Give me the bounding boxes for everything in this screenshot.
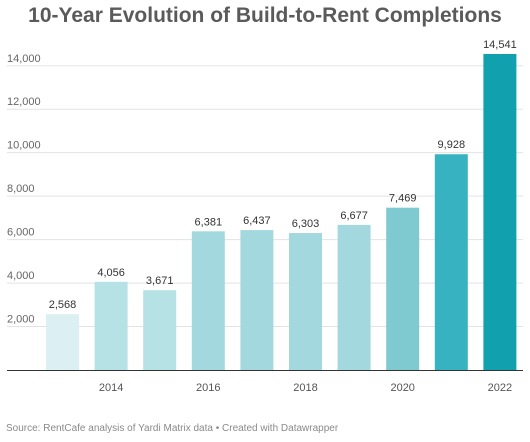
bar <box>240 230 274 370</box>
bar <box>143 290 177 370</box>
x-tick-label: 2016 <box>196 382 220 394</box>
bar-value-label: 7,469 <box>389 193 417 205</box>
y-tick-label: 14,000 <box>7 53 41 65</box>
bar <box>191 231 225 370</box>
x-tick-label: 2020 <box>390 382 414 394</box>
chart-title: 10-Year Evolution of Build-to-Rent Compl… <box>28 4 502 27</box>
bar-value-label: 4,056 <box>97 267 125 279</box>
bar <box>386 207 420 370</box>
bar-value-label: 2,568 <box>49 299 77 311</box>
y-tick-label: 10,000 <box>7 140 41 152</box>
bar-value-label: 6,303 <box>292 218 320 230</box>
bar-value-label: 3,671 <box>146 275 174 287</box>
bar <box>46 314 79 370</box>
bar <box>337 224 371 370</box>
bar-value-label: 6,437 <box>243 215 271 227</box>
y-tick-label: 12,000 <box>7 96 41 108</box>
x-tick-label: 2022 <box>488 382 512 394</box>
y-tick-label: 2,000 <box>7 314 35 326</box>
x-tick-label: 2014 <box>99 382 123 394</box>
x-tick-label: 2018 <box>293 382 317 394</box>
source-note: Source: RentCafe analysis of Yardi Matri… <box>6 423 339 434</box>
bars <box>46 54 517 370</box>
bar-value-label: 14,541 <box>483 39 517 51</box>
bar-value-label: 6,677 <box>340 210 368 222</box>
y-tick-label: 4,000 <box>7 270 35 282</box>
bar-value-label: 6,381 <box>195 216 223 228</box>
bar <box>434 154 468 370</box>
bar-value-labels: 2,568 4,056 3,671 6,381 6,437 6,303 6,677 7,469… <box>49 39 517 311</box>
bar-value-label: 9,928 <box>438 139 466 151</box>
y-tick-label: 8,000 <box>7 183 35 195</box>
bar <box>289 233 322 370</box>
y-axis-tick-labels: 2,000 4,000 6,000 8,000 10,000 12,000 14,000 <box>7 53 41 326</box>
bar <box>483 54 517 370</box>
x-axis-tick-labels: 2014 2016 2018 2020 2022 <box>99 382 512 394</box>
y-tick-label: 6,000 <box>7 227 35 239</box>
bar <box>94 281 128 370</box>
